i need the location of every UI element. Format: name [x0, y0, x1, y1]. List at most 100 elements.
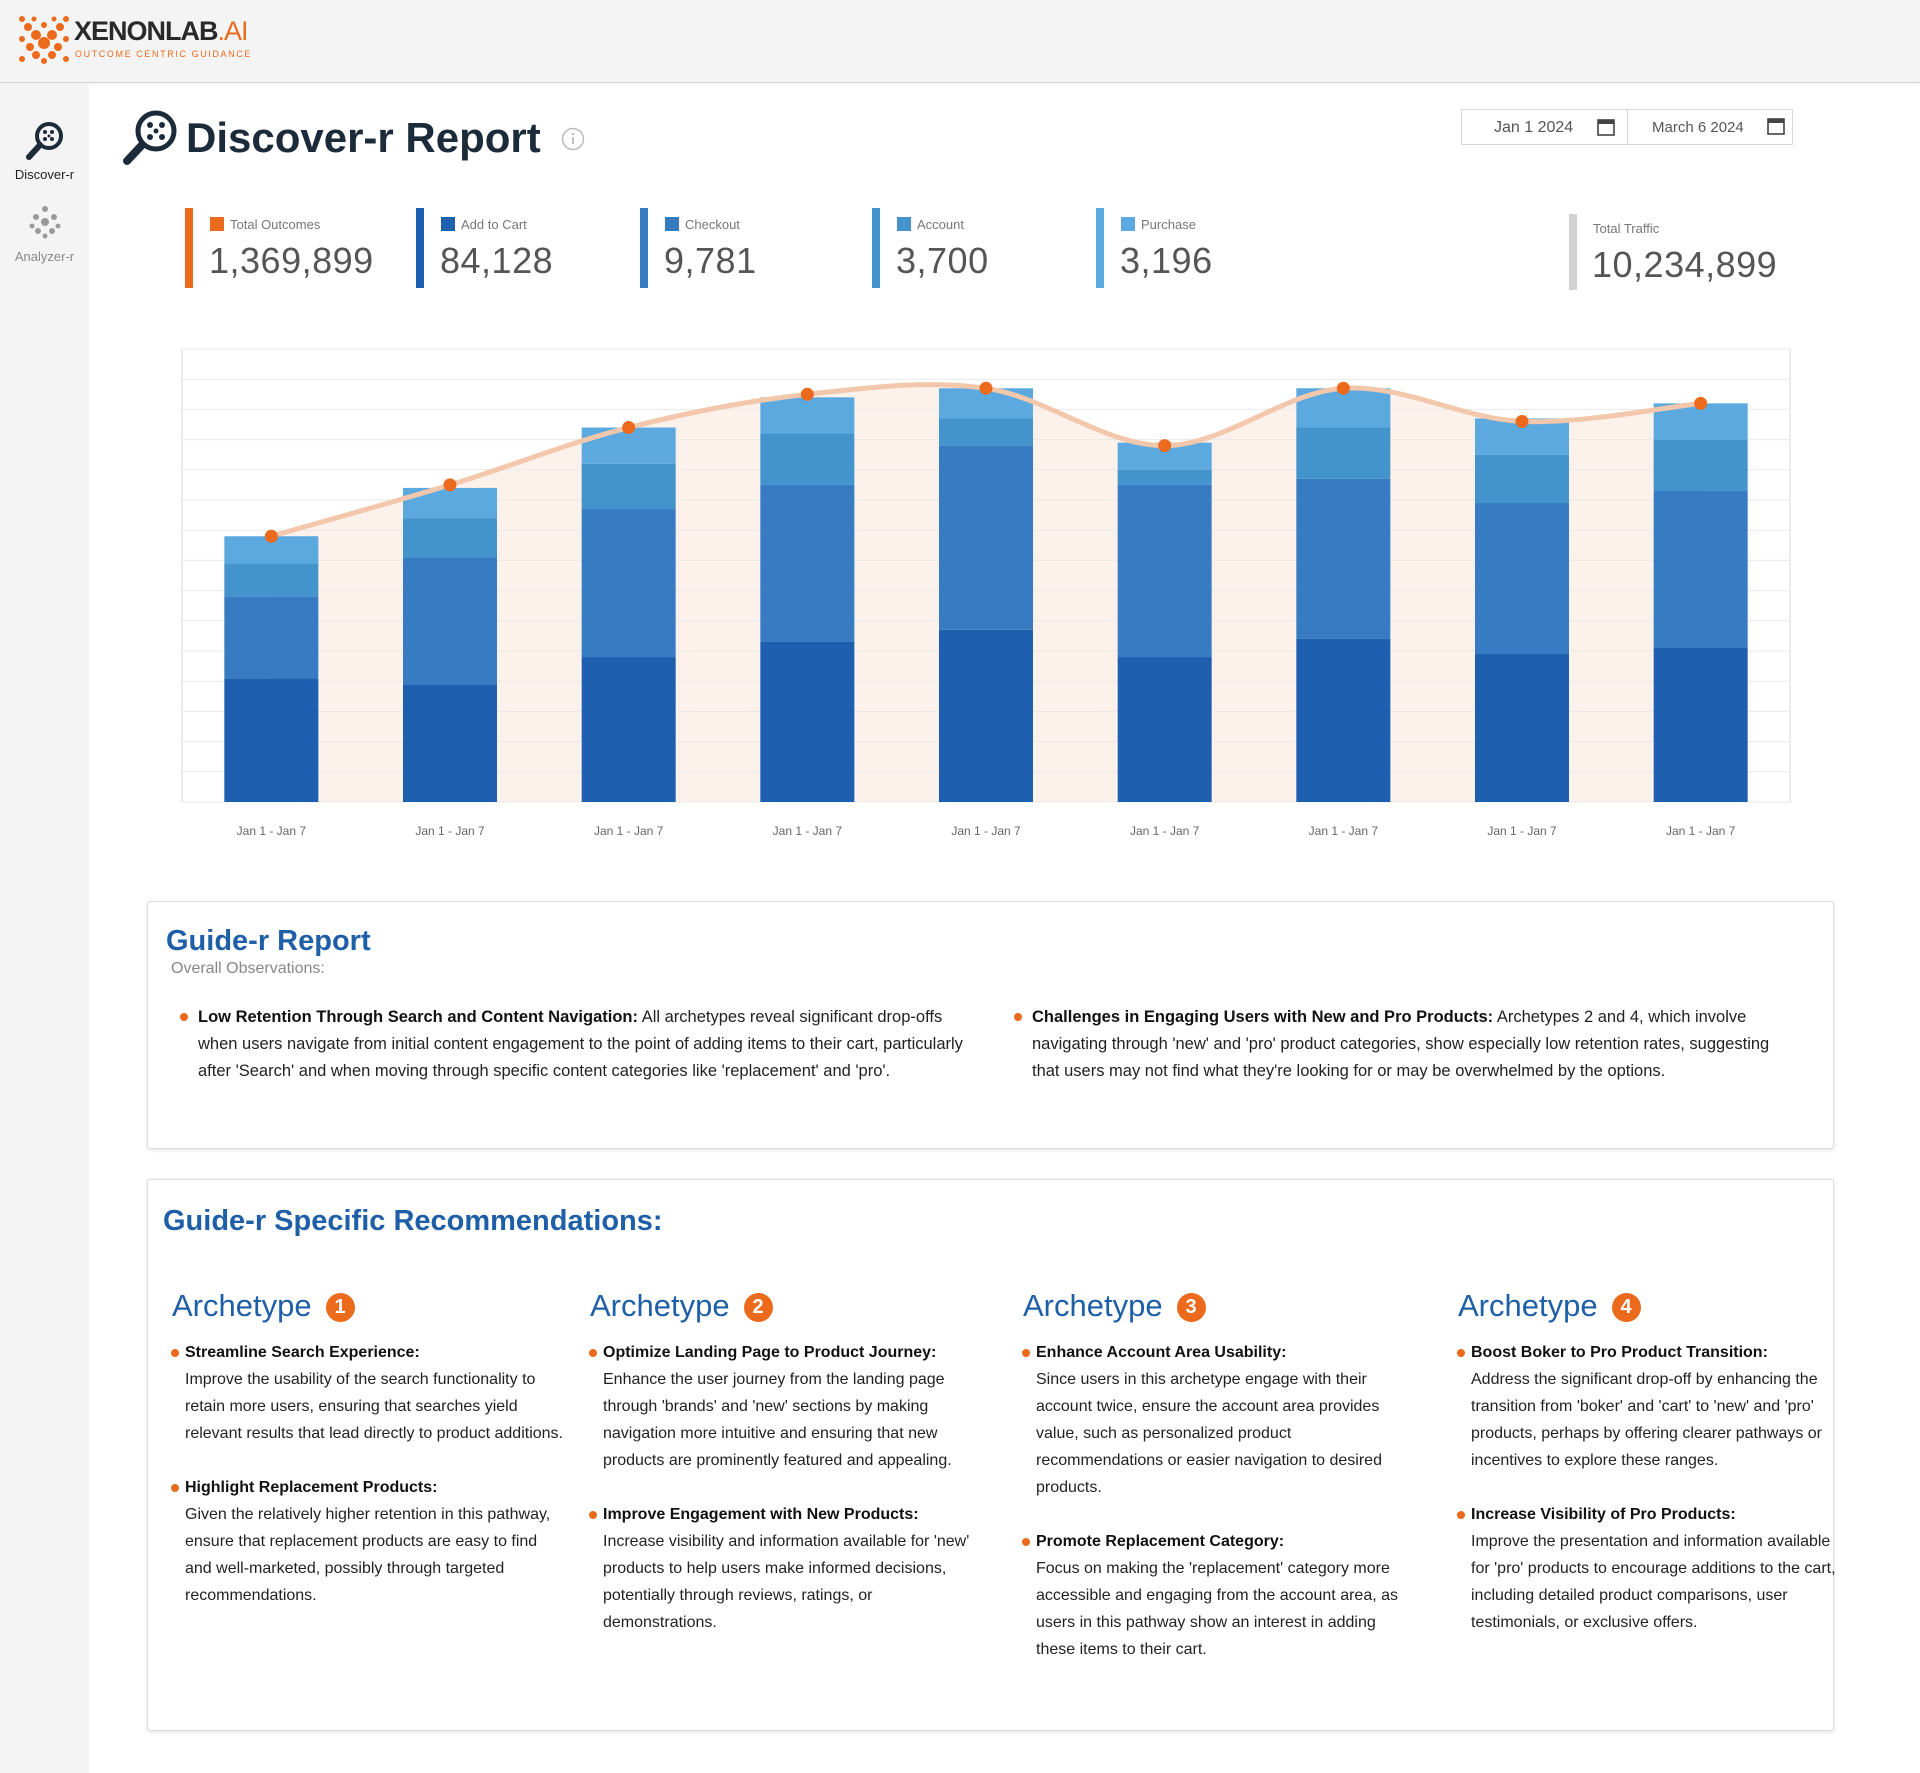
kpi-bar: [640, 208, 648, 288]
bar-segment: [1117, 469, 1212, 485]
archetype-column: Enhance Account Area Usability: Since use…: [1022, 1339, 1416, 1690]
bar-segment: [403, 684, 497, 802]
nav-discover[interactable]: Discover-r: [14, 167, 75, 182]
recommendation-text: Address the significant drop-off by enha…: [1471, 1371, 1823, 1469]
kpi-label: Total Outcomes: [210, 217, 320, 232]
recommendation-text: Given the relatively higher retention in…: [185, 1506, 551, 1604]
archetype-label: Archetype: [1023, 1288, 1163, 1323]
recommendation-heading: Optimize Landing Page to Product Journey…: [603, 1344, 937, 1361]
x-tick-label: Jan 1 - Jan 7: [415, 824, 485, 838]
x-tick-label: Jan 1 - Jan 7: [951, 824, 1021, 838]
kpi-label: Purchase: [1121, 217, 1196, 232]
kpi-value: 84,128: [440, 240, 554, 281]
observation-heading: Challenges in Engaging Users with New an…: [1032, 1008, 1494, 1026]
line-point: [1694, 396, 1708, 410]
kpi-value: 10,234,899: [1592, 244, 1778, 285]
kpi-value: 3,700: [896, 240, 989, 281]
archetype-label: Archetype: [590, 1288, 730, 1323]
recommendation: Highlight Replacement Products: Given the…: [171, 1474, 565, 1609]
recommendation: Improve Engagement with New Products: Inc…: [589, 1501, 983, 1636]
bar-segment: [1296, 427, 1391, 479]
archetype-column: Optimize Landing Page to Product Journey…: [589, 1339, 983, 1663]
x-tick-label: Jan 1 - Jan 7: [237, 824, 307, 838]
observation-heading: Low Retention Through Search and Content…: [198, 1008, 638, 1026]
calendar-icon[interactable]: [1766, 116, 1786, 136]
bullet: [589, 1511, 597, 1519]
observation-text: All archetypes reveal significant drop-o…: [198, 1008, 963, 1080]
archetype-heading: Archetype 1: [172, 1288, 355, 1324]
report-card: [147, 901, 1834, 1149]
end-date[interactable]: March 6 2024: [1627, 109, 1793, 145]
end-date-text: March 6 2024: [1652, 119, 1744, 136]
x-tick-label: Jan 1 - Jan 7: [1666, 824, 1736, 838]
analyzer-icon[interactable]: [28, 205, 62, 239]
sidebar: Discover-r Analyzer-r: [0, 83, 89, 1773]
bar-segment: [760, 433, 855, 485]
archetype-heading: Archetype 4: [1458, 1288, 1641, 1324]
bar-segment: [581, 463, 676, 510]
calendar-icon[interactable]: [1596, 117, 1616, 137]
title-icon: [123, 110, 177, 165]
archetype-number: 4: [1611, 1293, 1641, 1322]
bullet: [171, 1349, 179, 1357]
recommendations-title: Guide-r Specific Recommendations:: [163, 1205, 663, 1237]
start-date-text: Jan 1 2024: [1494, 119, 1574, 136]
recommendation-heading: Promote Replacement Category:: [1036, 1533, 1285, 1550]
recommendation-text: Focus on making the 'replacement' catego…: [1036, 1560, 1399, 1658]
kpi-label-text: Total Outcomes: [230, 217, 321, 232]
kpi-label-text: Purchase: [1141, 217, 1196, 232]
bullet: [180, 1013, 188, 1021]
kpi-bar: [1096, 208, 1104, 288]
line-point: [264, 529, 278, 543]
chart: Jan 1 - Jan 7 Jan 1 - Jan 7 Jan 1 - Jan 7 J…: [181, 348, 1791, 838]
bar-segment: [939, 418, 1033, 446]
archetype-label: Archetype: [172, 1288, 312, 1323]
archetype-column: Boost Boker to Pro Product Transition: Ad…: [1457, 1339, 1851, 1663]
archetype-heading: Archetype 2: [590, 1288, 773, 1324]
logo-mark: [19, 16, 69, 64]
bullet: [589, 1349, 597, 1357]
recommendation: Increase Visibility of Pro Products: Impr…: [1457, 1501, 1851, 1636]
kpi-label-text: Account: [917, 217, 964, 232]
bar-segment: [760, 397, 855, 434]
recommendation-heading: Highlight Replacement Products:: [185, 1479, 438, 1496]
line-point: [443, 478, 457, 492]
kpi-swatch: [441, 217, 455, 231]
archetype-label: Archetype: [1458, 1288, 1598, 1323]
kpi-value: 9,781: [664, 240, 757, 281]
start-date[interactable]: Jan 1 2024: [1461, 109, 1628, 145]
kpi-label: Total Traffic: [1593, 221, 1660, 236]
kpi-bar: [1569, 214, 1577, 290]
recommendation-heading: Boost Boker to Pro Product Transition:: [1471, 1344, 1768, 1361]
archetype-heading: Archetype 3: [1023, 1288, 1206, 1324]
recommendation-heading: Streamline Search Experience:: [185, 1344, 420, 1361]
kpi-label-text: Checkout: [685, 217, 740, 232]
kpi-swatch: [210, 217, 224, 231]
discover-icon[interactable]: [25, 121, 65, 161]
nav-analyzer[interactable]: Analyzer-r: [14, 249, 75, 264]
line-point: [622, 421, 636, 435]
logo-name: XENONLAB.AI: [74, 16, 249, 47]
recommendations-card: [147, 1179, 1834, 1731]
recommendation-text: Improve the usability of the search func…: [185, 1371, 563, 1442]
bar-segment: [581, 657, 676, 802]
line-point: [1158, 439, 1172, 453]
top-bar: XENONLAB.AI OUTCOME CENTRIC GUIDANCE: [0, 0, 1920, 83]
bar-segment: [224, 563, 319, 597]
recommendation: Enhance Account Area Usability: Since use…: [1022, 1339, 1416, 1501]
x-tick-label: Jan 1 - Jan 7: [1130, 824, 1200, 838]
recommendation-text: Enhance the user journey from the landin…: [603, 1371, 952, 1469]
x-tick-label: Jan 1 - Jan 7: [1487, 824, 1557, 838]
info-icon[interactable]: [561, 127, 585, 151]
recommendation-text: Increase visibility and information avai…: [603, 1533, 970, 1631]
report-subtitle: Overall Observations:: [171, 960, 325, 977]
bar-segment: [1296, 638, 1391, 802]
page-title: Discover-r Report: [186, 114, 541, 161]
bullet: [1014, 1013, 1022, 1021]
kpi-swatch: [665, 217, 679, 231]
recommendation-text: Improve the presentation and information…: [1471, 1533, 1836, 1631]
bar-segment: [760, 484, 855, 642]
recommendation-text: Since users in this archetype engage wit…: [1036, 1371, 1382, 1496]
bar-segment: [939, 629, 1033, 802]
